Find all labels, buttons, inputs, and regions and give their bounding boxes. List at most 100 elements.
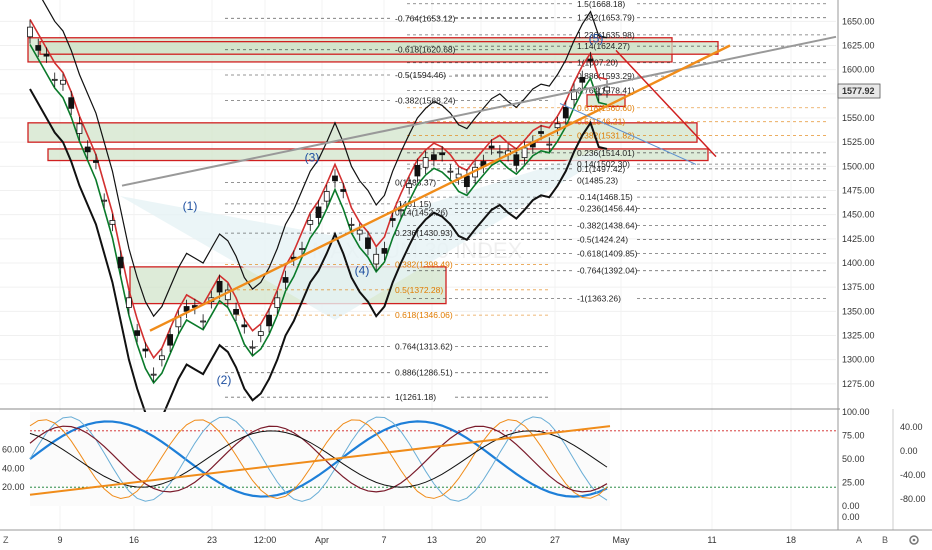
candle-body <box>332 175 338 182</box>
osc-right-tick: 25.00 <box>842 478 865 488</box>
candle-body <box>93 160 99 163</box>
candle-body <box>488 145 495 149</box>
candle-body <box>381 248 388 254</box>
mode-z-button[interactable]: Z <box>3 535 9 545</box>
x-tick-label: May <box>612 535 630 545</box>
fib-label: -0.764(1653.12) <box>395 13 456 23</box>
candle-body <box>109 220 116 225</box>
fib-label: 1.5(1668.18) <box>577 0 625 9</box>
osc-trend <box>29 425 611 496</box>
osc-line <box>29 419 608 499</box>
y-tick-label: 1525.00 <box>842 137 875 147</box>
y-tick-label: 1425.00 <box>842 234 875 244</box>
fib-label: 0.14(1452.26) <box>395 207 448 217</box>
fib-label: -0.618(1409.85) <box>577 248 638 258</box>
candle-body <box>439 152 446 156</box>
x-tick-label: 27 <box>550 535 560 545</box>
candle-body <box>414 164 421 177</box>
candle-body <box>134 330 141 336</box>
osc-left-tick: 60.00 <box>2 445 25 455</box>
candle-body <box>554 123 561 129</box>
mode-b-button[interactable]: B <box>882 535 888 545</box>
candle-body <box>538 131 544 134</box>
oscillator-pane: 60.00 40.00 20.00 100.00 75.00 50.00 25.00 0.00… <box>2 407 926 530</box>
candle-body <box>430 154 437 160</box>
candle-body <box>257 331 264 336</box>
candle-body <box>307 220 314 225</box>
candle-body <box>463 175 470 188</box>
time-axis[interactable]: 9 16 23 12:00 Apr 7 13 20 27 May 11 18 <box>57 535 796 545</box>
candle-body <box>356 229 363 235</box>
gear-icon[interactable] <box>909 535 919 545</box>
candle-body <box>241 324 248 328</box>
y-tick-label: 1450.00 <box>842 210 875 220</box>
wave-label: (1) <box>183 199 198 213</box>
price-axis[interactable]: 1650.001625.001600.001575.001550.001525.… <box>842 16 875 389</box>
wave-label: (2) <box>217 373 232 387</box>
osc-right-tick-2: -40.00 <box>900 470 926 480</box>
bollinger-lower <box>29 88 608 430</box>
osc-right-tick-2: 0.00 <box>900 446 918 456</box>
osc-line <box>29 420 608 498</box>
candle-body <box>299 248 305 250</box>
candle-body <box>200 320 207 323</box>
fib-label: -1(1363.26) <box>577 294 621 304</box>
candle-body <box>68 97 75 109</box>
candle-body <box>315 206 322 218</box>
candle-body <box>101 199 108 202</box>
candle-body <box>84 146 91 153</box>
y-tick-label: 1500.00 <box>842 161 875 171</box>
osc-left-tick: 40.00 <box>2 463 25 473</box>
candle-body <box>365 237 371 249</box>
y-tick-label: 1350.00 <box>842 306 875 316</box>
fib-label: -0.382(1438.64) <box>577 221 638 231</box>
candle-body <box>266 314 272 327</box>
candle-body <box>373 253 380 265</box>
x-tick-label: 20 <box>476 535 486 545</box>
x-tick-label: 23 <box>207 535 217 545</box>
fib-label: 0.618(1346.06) <box>395 310 453 320</box>
fib-label: 0.5(1372.28) <box>395 285 443 295</box>
y-tick-label: 1600.00 <box>842 65 875 75</box>
trendline-orange <box>149 44 731 332</box>
osc-right-tick: 0.00 <box>842 501 860 511</box>
candle-body <box>571 89 577 101</box>
fib-label: -0.382(1568.24) <box>395 95 456 105</box>
fib-label: 0.382(1398.49) <box>395 259 453 269</box>
projection-blue <box>559 103 697 165</box>
y-tick-label: 1325.00 <box>842 331 875 341</box>
candle-body <box>587 58 594 62</box>
candle-body <box>496 151 503 154</box>
fib-label: -0.14(1468.15) <box>577 192 633 202</box>
fib-label: 1.14(1624.27) <box>577 41 630 51</box>
y-tick-label: 1625.00 <box>842 41 875 51</box>
fib-label: -0.5(1424.24) <box>577 235 628 245</box>
y-tick-label: 1375.00 <box>842 282 875 292</box>
fib-label: 1(1261.18) <box>395 392 436 402</box>
fib-label: -0.5(1594.46) <box>395 70 446 80</box>
osc-right-tick-2: -80.00 <box>900 494 926 504</box>
candle-body <box>60 79 66 85</box>
fib-label: 0.1(1497.42) <box>577 164 625 174</box>
fib-label: 1(1607.20) <box>577 58 618 68</box>
candle-body <box>274 297 281 308</box>
x-tick-label: 13 <box>427 535 437 545</box>
bollinger-upper <box>41 0 608 318</box>
candle-body <box>126 297 132 308</box>
y-tick-label: 1275.00 <box>842 379 875 389</box>
x-tick-label: 16 <box>129 535 139 545</box>
zone-box <box>47 148 709 162</box>
y-tick-label: 1650.00 <box>842 16 875 26</box>
candle-body <box>51 78 58 81</box>
osc-left-tick: 20.00 <box>2 482 25 492</box>
zone-box <box>27 122 698 143</box>
last-price-label: 1577.92 <box>842 86 875 96</box>
osc-right-tick: 100.00 <box>842 407 870 417</box>
mode-a-button[interactable]: A <box>856 535 862 545</box>
fib-label: 0.236(1430.93) <box>395 228 453 238</box>
fib-label: 0.886(1286.51) <box>395 368 453 378</box>
candle-body <box>406 183 413 189</box>
fib-label: 0.886(1593.29) <box>577 71 635 81</box>
last-price-tag: 1577.92 <box>837 83 881 99</box>
